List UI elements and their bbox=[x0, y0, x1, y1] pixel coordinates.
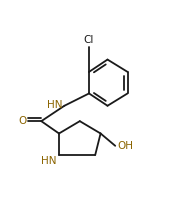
Text: HN: HN bbox=[41, 156, 57, 166]
Text: Cl: Cl bbox=[84, 35, 94, 45]
Text: HN: HN bbox=[47, 100, 62, 110]
Text: OH: OH bbox=[117, 141, 134, 151]
Text: O: O bbox=[18, 116, 27, 126]
